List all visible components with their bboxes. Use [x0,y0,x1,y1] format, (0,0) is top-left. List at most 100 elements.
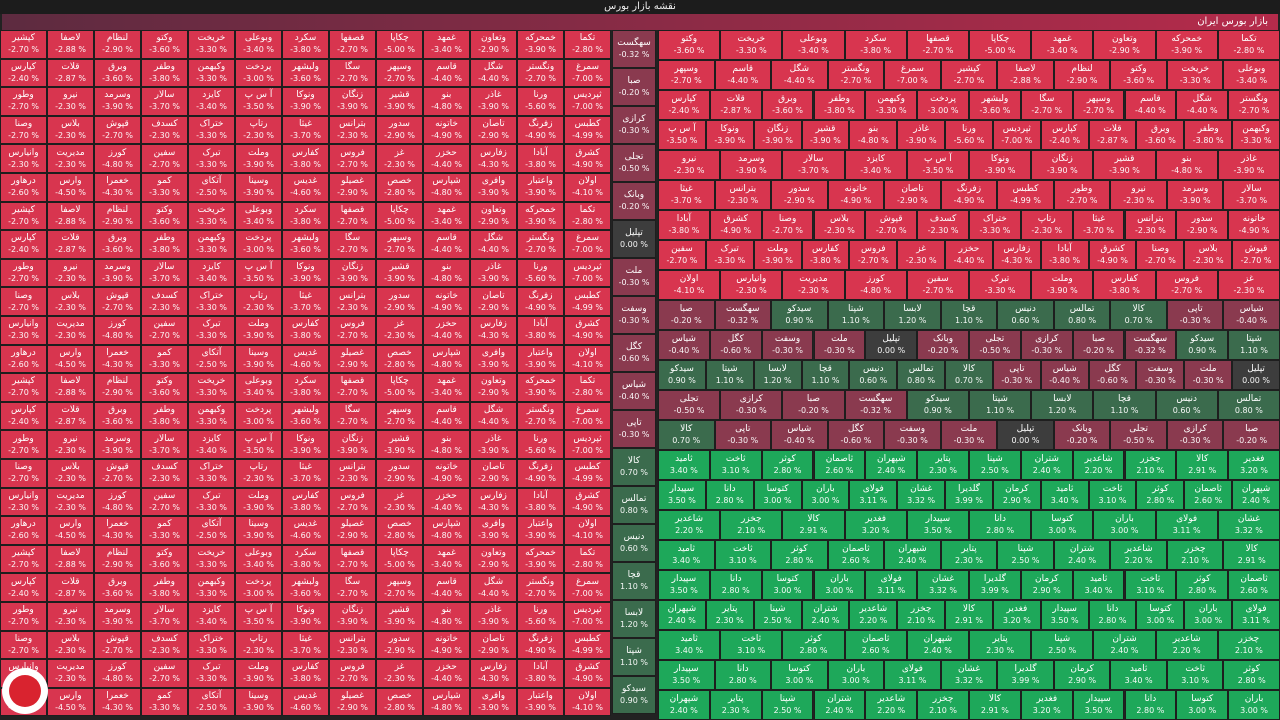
treemap-tile[interactable]: تکما -2.80 % [564,30,611,59]
treemap-tile[interactable]: رتاپ -2.30 % [235,287,282,316]
treemap-tile[interactable]: درهاور-2.60 % [0,516,47,545]
treemap-tile[interactable]: اولان -4.10 % [564,687,611,717]
treemap-tile[interactable]: وبوعلی -3.40 % [235,544,282,574]
treemap-tile[interactable]: کتوسا 3.00 % [1136,600,1185,630]
treemap-tile[interactable]: تمالس 0.80 % [897,360,946,390]
treemap-tile[interactable]: غز -2.30 % [897,240,946,270]
treemap-tile[interactable]: چخزر 2.10 % [917,690,969,720]
treemap-tile[interactable]: وملت -3.90 % [235,487,282,517]
treemap-tile[interactable]: شتران 2.40 % [1093,630,1156,660]
treemap-tile[interactable]: قصفها -2.70 % [906,30,969,60]
treemap-tile[interactable]: وطفر -3.80 % [141,573,188,602]
treemap-tile[interactable]: پتایر 2.30 % [917,450,969,480]
treemap-tile[interactable]: ثپردیس -7.00 % [564,430,611,459]
treemap-tile[interactable]: سفین -2.70 % [658,240,706,270]
treemap-tile[interactable]: وبرق -3.60 % [1136,120,1185,150]
treemap-tile[interactable]: وسپهر -2.70 % [376,58,423,88]
treemap-tile[interactable]: پتایر 2.30 % [705,600,754,630]
treemap-tile[interactable]: تاپی -0.30 % [992,360,1041,390]
treemap-tile[interactable]: ثاصمان 2.60 % [813,450,866,480]
treemap-tile[interactable]: شپارس -4.80 % [423,516,470,545]
treemap-tile[interactable]: ونوکا -3.90 % [282,602,329,631]
treemap-tile[interactable]: چخزر 2.10 % [897,600,946,630]
treemap-tile[interactable]: وسپهر -2.70 % [1072,90,1125,120]
treemap-tile[interactable]: کتوسا 3.00 % [1176,690,1229,720]
treemap-tile[interactable]: کرمان 2.90 % [1053,660,1111,690]
treemap-tile[interactable]: پتایر 2.30 % [969,630,1032,660]
treemap-tile[interactable]: غاذر -3.90 % [897,120,946,150]
treemap-tile[interactable]: زنگان -3.90 % [329,602,376,631]
treemap-tile[interactable]: سپیدار 3.50 % [906,510,969,540]
treemap-tile[interactable]: شاعدیر 2.20 % [1110,540,1167,570]
treemap-tile[interactable]: ثپردیس -7.00 % [564,602,611,631]
treemap-tile[interactable]: فروس -2.70 % [329,659,376,688]
treemap-tile[interactable]: بترانس -2.30 % [329,459,376,488]
treemap-tile[interactable]: خاتونه -4.90 % [423,630,470,660]
treemap-tile[interactable]: وطور -2.70 % [1053,180,1111,210]
treemap-tile[interactable]: خاتونه -4.90 % [423,287,470,316]
treemap-tile[interactable]: پردخت -3.00 % [235,230,282,259]
treemap-tile[interactable]: وسفت -0.30 % [761,330,814,360]
treemap-tile[interactable]: وبوعلی -3.40 % [782,30,845,60]
treemap-tile[interactable]: وبانک -0.20 % [612,182,656,220]
treemap-tile[interactable]: پردخت -3.00 % [235,401,282,431]
treemap-tile[interactable]: ختراک -3.30 % [969,210,1021,240]
treemap-tile[interactable]: ونگستر -2.70 % [517,58,564,88]
treemap-tile[interactable]: غاذر -3.90 % [470,258,517,288]
treemap-tile[interactable]: وافری -3.90 % [470,173,517,202]
treemap-tile[interactable]: ولبشهر -3.60 % [282,573,329,602]
treemap-tile[interactable]: شپهران 2.40 % [1232,480,1280,510]
treemap-tile[interactable]: وسپهر -2.70 % [376,573,423,602]
treemap-tile[interactable]: شاعدیر 2.20 % [849,600,898,630]
treemap-tile[interactable]: غمهد -3.40 % [423,544,470,574]
treemap-tile[interactable]: کسدف -2.30 % [141,287,188,316]
treemap-tile[interactable]: زفرنگ -4.90 % [517,630,564,660]
treemap-tile[interactable]: ولبشهر -3.60 % [282,401,329,431]
treemap-tile[interactable]: ثپردیس -7.00 % [564,258,611,288]
treemap-tile[interactable]: درهاور-2.60 % [0,173,47,202]
treemap-tile[interactable]: شتران 2.40 % [1053,540,1111,570]
treemap-tile[interactable]: کمو -3.30 % [141,173,188,202]
treemap-tile[interactable]: آبادا -3.80 % [517,487,564,517]
treemap-tile[interactable]: کشرق -4.90 % [564,144,611,173]
treemap-tile[interactable]: بلاس -2.30 % [47,115,94,145]
treemap-tile[interactable]: شگل -4.40 % [470,401,517,431]
treemap-tile[interactable]: ثامید 3.40 % [658,450,710,480]
treemap-tile[interactable]: فغدیر 3.20 % [1020,690,1073,720]
treemap-tile[interactable]: غمهد -3.40 % [1031,30,1094,60]
treemap-tile[interactable]: ختراک -3.30 % [188,630,235,660]
treemap-tile[interactable]: تبرک -3.30 % [188,316,235,345]
treemap-tile[interactable]: شپتا 1.10 % [705,360,754,390]
treemap-tile[interactable]: ورنا -5.60 % [517,430,564,459]
treemap-tile[interactable]: وصنا -2.70 % [0,459,47,488]
treemap-tile[interactable]: ورنا -5.60 % [517,258,564,288]
treemap-tile[interactable]: سدور -2.90 % [376,287,423,316]
treemap-tile[interactable]: وطور -2.70 % [0,87,47,116]
treemap-tile[interactable]: کپارس -2.40 % [0,58,47,88]
treemap-tile[interactable]: قاسم -4.40 % [423,58,470,88]
treemap-tile[interactable]: ثامید 3.40 % [658,630,721,660]
treemap-tile[interactable]: وطور -2.70 % [0,602,47,631]
treemap-tile[interactable]: آ س پ -3.50 % [235,430,282,459]
treemap-tile[interactable]: آتکای -2.50 % [188,516,235,545]
treemap-tile[interactable]: وارس -4.50 % [47,516,94,545]
treemap-tile[interactable]: اولان -4.10 % [564,173,611,202]
treemap-tile[interactable]: بترانس -2.30 % [329,115,376,145]
treemap-tile[interactable]: قلات -2.87 % [47,58,94,88]
treemap-tile[interactable]: بلاس -2.30 % [47,287,94,316]
treemap-tile[interactable]: وبانک -0.20 % [917,330,969,360]
treemap-tile[interactable]: ختراک -3.30 % [188,459,235,488]
treemap-tile[interactable]: چخزر 2.10 % [1217,630,1280,660]
treemap-tile[interactable]: خمحرکه -3.90 % [517,201,564,231]
treemap-tile[interactable]: کپارس -2.40 % [0,401,47,431]
treemap-tile[interactable]: وملت -3.90 % [235,659,282,688]
treemap-tile[interactable]: غیثا -3.70 % [282,459,329,488]
treemap-tile[interactable]: سهگست -0.32 % [714,300,772,330]
treemap-tile[interactable]: کگل -0.60 % [827,420,885,450]
treemap-tile[interactable]: سهگست -0.32 % [612,30,656,68]
treemap-tile[interactable]: زفارس -4.30 % [470,144,517,173]
treemap-tile[interactable]: تبرک -3.30 % [188,659,235,688]
treemap-tile[interactable]: فولای 3.11 % [849,480,898,510]
treemap-tile[interactable]: تجلی -0.50 % [1110,420,1167,450]
treemap-tile[interactable]: ثاصمان 2.60 % [844,630,907,660]
